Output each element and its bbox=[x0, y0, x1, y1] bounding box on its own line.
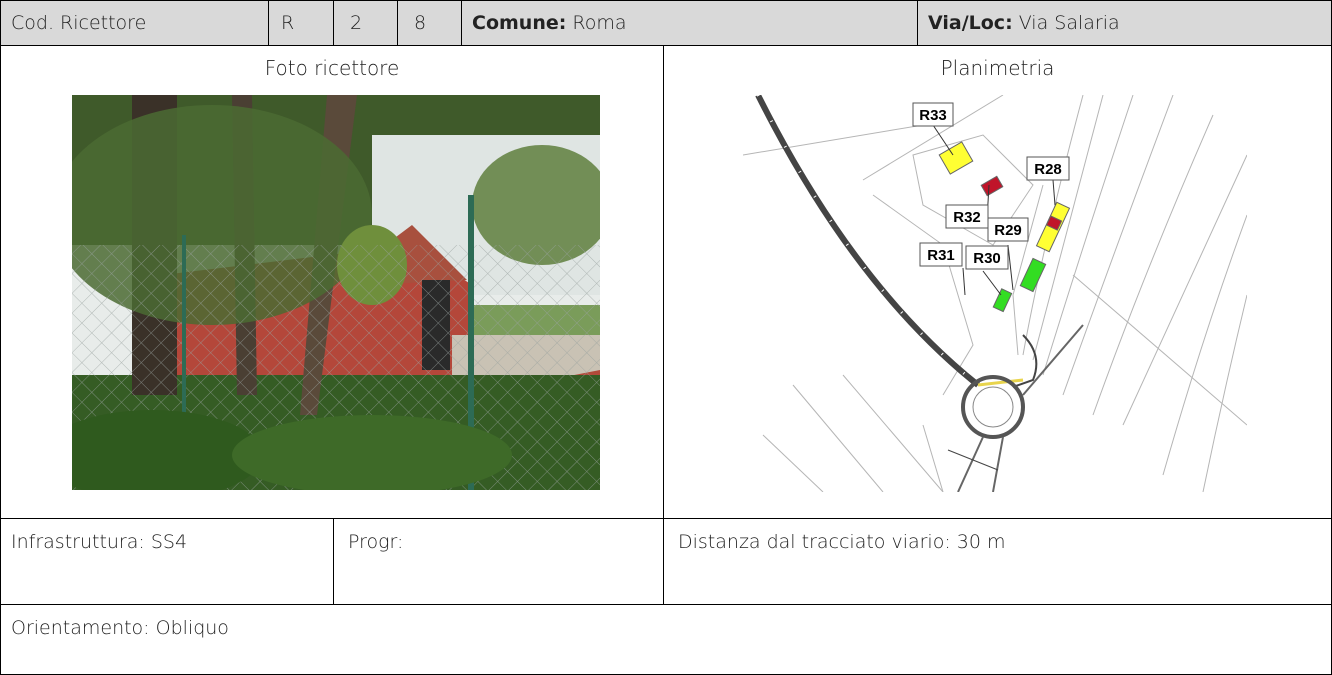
via-value: Via Salaria bbox=[1018, 12, 1120, 34]
header-cell: 2 bbox=[333, 0, 398, 46]
infrastructure: Infrastruttura: SS4 bbox=[11, 531, 188, 553]
drawing-shape bbox=[743, 95, 1247, 492]
drawing-group bbox=[743, 95, 1247, 492]
drawing-shape bbox=[1092, 114, 1214, 416]
drawing-shape bbox=[912, 102, 954, 127]
drawing-shape bbox=[755, 95, 980, 388]
drawing-shape bbox=[972, 386, 1014, 428]
header-cell: R bbox=[268, 0, 334, 46]
drawing-shape bbox=[947, 449, 999, 471]
drawing-shape bbox=[72, 410, 262, 490]
drawing-shape bbox=[1202, 294, 1247, 492]
comune-label: Comune: bbox=[472, 12, 567, 34]
drawing-shape bbox=[919, 242, 963, 267]
drawing-shape bbox=[961, 375, 1025, 439]
drawing-shape bbox=[938, 141, 974, 175]
code-part: 8 bbox=[414, 12, 427, 34]
site-plan: R33 R28 R32 R29 R31 R30 bbox=[743, 95, 1247, 492]
drawing-shape bbox=[957, 324, 1084, 492]
code-label: Cod. Ricettore bbox=[11, 12, 147, 34]
map-label: R30 bbox=[973, 250, 1001, 267]
header-cell: 8 bbox=[397, 0, 462, 46]
drawing-shape bbox=[962, 267, 966, 296]
drawing-shape bbox=[1019, 257, 1047, 293]
comune-value: Roma bbox=[572, 12, 627, 34]
drawing-shape bbox=[1012, 334, 1038, 388]
drawing-shape bbox=[932, 124, 954, 156]
drawing-shape bbox=[987, 217, 1029, 242]
drawing-shape bbox=[743, 124, 924, 156]
header-cell: Via/Loc: Via Salaria bbox=[917, 0, 1332, 46]
drawing-shape bbox=[762, 434, 824, 492]
drawing-shape bbox=[1072, 274, 1247, 426]
drawing-shape bbox=[965, 245, 1009, 270]
detail-cell: Infrastruttura: SS4 bbox=[0, 518, 334, 605]
drawing-shape bbox=[1062, 95, 1174, 396]
detail-cell: Distanza dal tracciato viario: 30 m bbox=[663, 518, 1332, 605]
drawing-shape bbox=[792, 384, 884, 492]
drawing-shape bbox=[1162, 214, 1247, 476]
map-labels: R33 R28 R32 R29 R31 R30 bbox=[912, 102, 1070, 270]
map-label: R33 bbox=[919, 107, 947, 124]
header-cell: Cod. Ricettore bbox=[0, 0, 269, 46]
receptor-photo bbox=[72, 95, 600, 490]
code-part: 2 bbox=[350, 12, 363, 34]
drawing-shape bbox=[980, 175, 1004, 197]
drawing-group bbox=[932, 124, 1056, 296]
drawing-shape bbox=[1045, 215, 1063, 231]
drawing-shape bbox=[1052, 179, 1056, 206]
drawing-shape bbox=[472, 145, 600, 265]
drawing-shape bbox=[1026, 156, 1070, 181]
drawing-shape bbox=[232, 415, 512, 490]
drawing-shape bbox=[1012, 184, 1044, 356]
map-label: R31 bbox=[927, 247, 955, 264]
map-label: R28 bbox=[1034, 161, 1062, 178]
detail-cell: Progr: bbox=[333, 518, 664, 605]
drawing-shape bbox=[982, 270, 1002, 296]
distance: Distanza dal tracciato viario: 30 m bbox=[678, 531, 1006, 553]
drawing-shape bbox=[862, 95, 1004, 181]
drawing-shape bbox=[842, 374, 944, 492]
photo-title: Foto ricettore bbox=[264, 56, 400, 80]
orientation: Orientamento: Obliquo bbox=[11, 617, 229, 639]
drawing-group bbox=[938, 141, 1071, 313]
map-label: R32 bbox=[953, 209, 981, 226]
map-label: R29 bbox=[994, 222, 1022, 239]
progr: Progr: bbox=[348, 531, 404, 553]
drawing-shape bbox=[182, 235, 186, 445]
drawing-shape bbox=[912, 134, 1034, 246]
drawing-shape bbox=[1032, 95, 1104, 361]
drawing-shape bbox=[945, 204, 989, 229]
drawing-shape bbox=[1122, 154, 1247, 426]
detail-cell: Orientamento: Obliquo bbox=[0, 604, 1332, 675]
map-title: Planimetria bbox=[940, 56, 1055, 80]
drawing-shape bbox=[977, 378, 1024, 387]
code-part: R bbox=[281, 12, 295, 34]
drawing-shape bbox=[992, 288, 1013, 313]
header-cell: Comune: Roma bbox=[461, 0, 918, 46]
drawing-shape bbox=[922, 424, 944, 492]
drawing-shape bbox=[468, 195, 474, 490]
drawing-shape bbox=[1042, 95, 1134, 376]
drawing-shape bbox=[1007, 244, 1014, 291]
via-label: Via/Loc: bbox=[928, 12, 1013, 34]
